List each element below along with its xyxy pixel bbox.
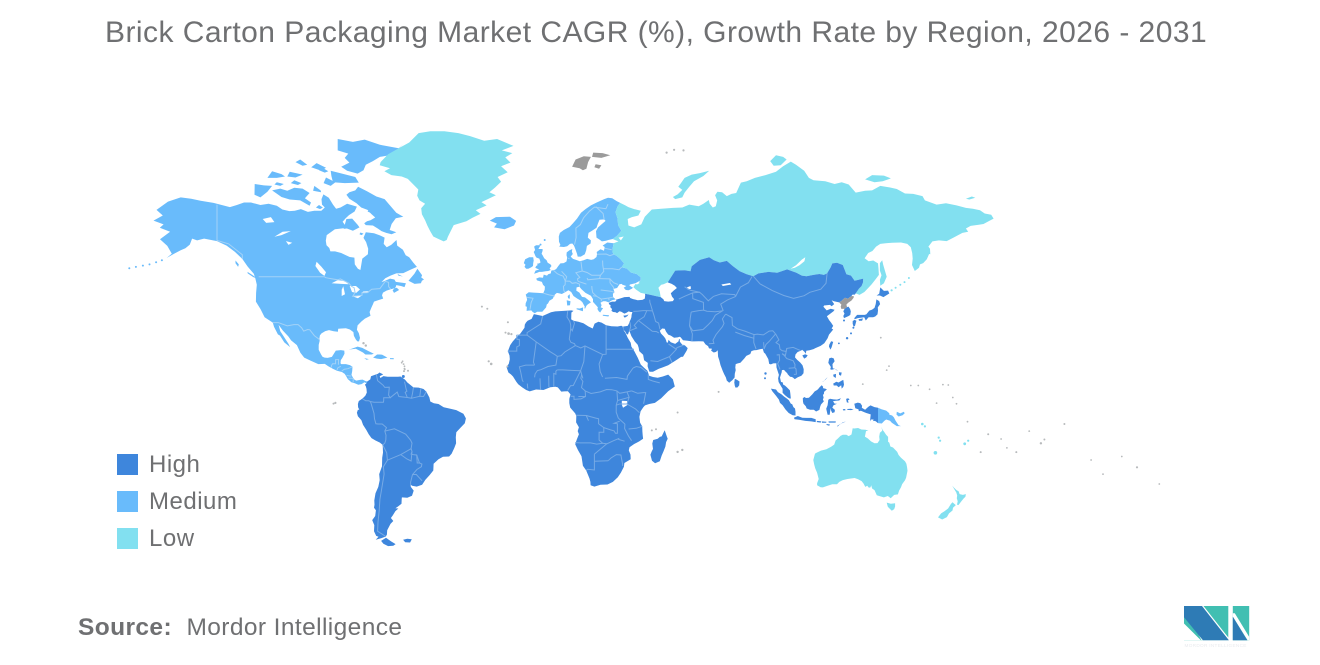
svg-text:MORDOR INTELLIGENCE: MORDOR INTELLIGENCE	[1185, 643, 1247, 648]
